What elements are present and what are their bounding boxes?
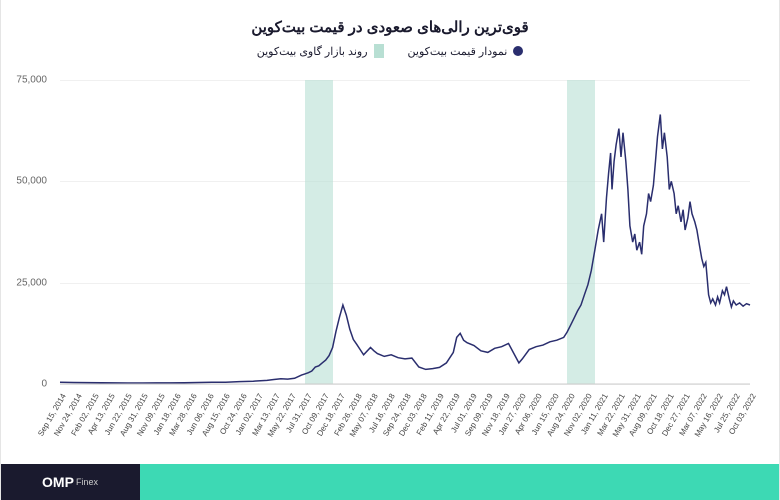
legend-series-label: نمودار قیمت بیت‌کوین	[408, 45, 508, 58]
price-line	[60, 115, 750, 384]
footer-bar: OMP Finex	[0, 464, 780, 500]
legend-marker-rect	[374, 44, 384, 58]
y-axis: 025,00050,00075,000	[0, 80, 55, 384]
legend-band-label: روند بازار گاوی بیت‌کوین	[257, 45, 368, 58]
plot-area	[60, 80, 750, 384]
y-tick-label: 25,000	[16, 277, 47, 288]
footer-logo-sub: Finex	[76, 477, 98, 487]
y-tick-label: 0	[41, 379, 47, 390]
chart-title: قوی‌ترین رالی‌های صعودی در قیمت بیت‌کوین	[0, 0, 780, 44]
chart-container: قوی‌ترین رالی‌های صعودی در قیمت بیت‌کوین…	[0, 0, 780, 500]
legend: نمودار قیمت بیت‌کوین روند بازار گاوی بیت…	[0, 44, 780, 70]
footer-logo: OMP Finex	[0, 464, 140, 500]
legend-marker-circle	[513, 46, 523, 56]
footer-accent	[140, 464, 780, 500]
y-tick-label: 50,000	[16, 176, 47, 187]
footer-logo-text: OMP	[42, 474, 74, 490]
x-axis: Sep 15, 2014Nov 24, 2014Feb 02, 2015Apr …	[60, 386, 750, 464]
legend-item-series: نمودار قیمت بیت‌کوین	[408, 44, 524, 58]
legend-item-band: روند بازار گاوی بیت‌کوین	[257, 44, 384, 58]
line-chart-svg	[60, 80, 750, 384]
y-tick-label: 75,000	[16, 75, 47, 86]
